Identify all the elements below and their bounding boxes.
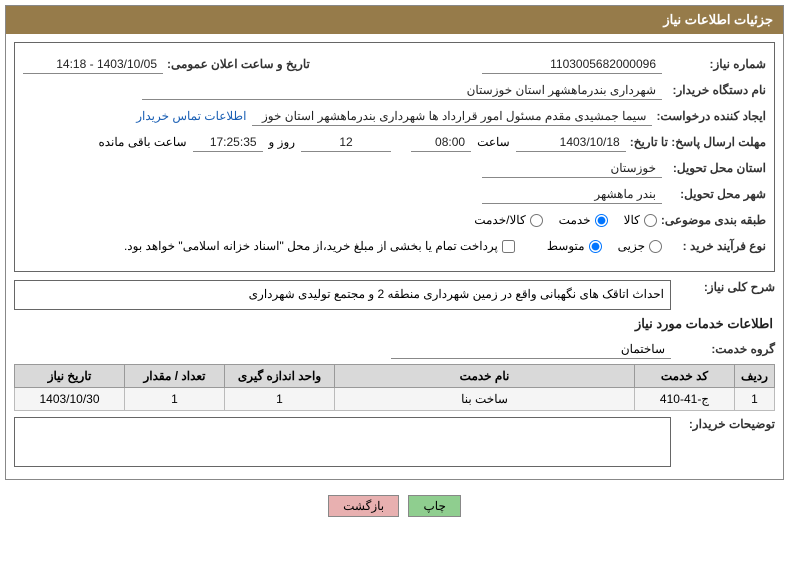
th-name: نام خدمت bbox=[335, 365, 635, 388]
cell-qty: 1 bbox=[125, 388, 225, 411]
contact-buyer-link[interactable]: اطلاعات تماس خریدار bbox=[136, 109, 246, 123]
announce-datetime-value: 1403/10/05 - 14:18 bbox=[23, 55, 163, 74]
description-box: احداث اتاقک های نگهبانی واقع در زمین شهر… bbox=[14, 280, 671, 310]
cell-code: ج-41-410 bbox=[635, 388, 735, 411]
radio-minor[interactable]: جزیی bbox=[618, 239, 662, 253]
remain-time-value: 17:25:35 bbox=[193, 133, 263, 152]
th-date: تاریخ نیاز bbox=[15, 365, 125, 388]
services-section-title: اطلاعات خدمات مورد نیاز bbox=[16, 316, 773, 332]
deadline-label: مهلت ارسال پاسخ: تا تاریخ: bbox=[630, 135, 766, 149]
radio-medium-input[interactable] bbox=[589, 240, 602, 253]
announce-datetime-label: تاریخ و ساعت اعلان عمومی: bbox=[167, 57, 310, 71]
category-radio-group: کالا خدمت کالا/خدمت bbox=[462, 213, 657, 227]
deadline-date-value: 1403/10/18 bbox=[516, 133, 626, 152]
radio-minor-input[interactable] bbox=[649, 240, 662, 253]
cell-row: 1 bbox=[735, 388, 775, 411]
buyer-org-value: شهرداری بندرماهشهر استان خوزستان bbox=[142, 81, 662, 100]
time-label: ساعت bbox=[477, 135, 510, 149]
payment-checkbox-row: پرداخت تمام یا بخشی از مبلغ خرید،از محل … bbox=[124, 239, 515, 253]
button-row: چاپ بازگشت bbox=[0, 485, 789, 522]
radio-goods-input[interactable] bbox=[644, 214, 657, 227]
buyer-org-label: نام دستگاه خریدار: bbox=[666, 83, 766, 97]
requester-label: ایجاد کننده درخواست: bbox=[656, 109, 766, 123]
th-qty: تعداد / مقدار bbox=[125, 365, 225, 388]
radio-goods-service-input[interactable] bbox=[530, 214, 543, 227]
back-button[interactable]: بازگشت bbox=[328, 495, 399, 517]
description-text: احداث اتاقک های نگهبانی واقع در زمین شهر… bbox=[249, 287, 664, 301]
radio-goods-service[interactable]: کالا/خدمت bbox=[474, 213, 542, 227]
remain-label: ساعت باقی مانده bbox=[98, 135, 186, 149]
cell-name: ساخت بنا bbox=[335, 388, 635, 411]
province-label: استان محل تحویل: bbox=[666, 161, 766, 175]
requester-value: سیما جمشیدی مقدم مسئول امور قرارداد ها ش… bbox=[252, 107, 652, 126]
buyer-notes-label: توضیحات خریدار: bbox=[675, 417, 775, 431]
th-unit: واحد اندازه گیری bbox=[225, 365, 335, 388]
radio-medium[interactable]: متوسط bbox=[547, 239, 602, 253]
city-value: بندر ماهشهر bbox=[482, 185, 662, 204]
print-button[interactable]: چاپ bbox=[408, 495, 460, 517]
days-value: 12 bbox=[301, 133, 391, 152]
service-group-value: ساختمان bbox=[391, 340, 671, 359]
category-label: طبقه بندی موضوعی: bbox=[661, 213, 766, 227]
table-row: 1 ج-41-410 ساخت بنا 1 1 1403/10/30 bbox=[15, 388, 775, 411]
deadline-time-value: 08:00 bbox=[411, 133, 471, 152]
radio-service-input[interactable] bbox=[595, 214, 608, 227]
details-panel: جزئیات اطلاعات نیاز شماره نیاز: 11030056… bbox=[5, 5, 784, 480]
payment-note: پرداخت تمام یا بخشی از مبلغ خرید،از محل … bbox=[124, 239, 498, 253]
th-row: ردیف bbox=[735, 365, 775, 388]
services-table: ردیف کد خدمت نام خدمت واحد اندازه گیری ت… bbox=[14, 364, 775, 411]
days-label: روز و bbox=[269, 135, 296, 149]
buyer-notes-textarea[interactable] bbox=[14, 417, 671, 467]
service-group-label: گروه خدمت: bbox=[675, 342, 775, 356]
process-radio-group: جزیی متوسط bbox=[535, 239, 662, 253]
radio-goods[interactable]: کالا bbox=[624, 213, 657, 227]
province-value: خوزستان bbox=[482, 159, 662, 178]
payment-checkbox[interactable] bbox=[502, 240, 515, 253]
th-code: کد خدمت bbox=[635, 365, 735, 388]
process-label: نوع فرآیند خرید : bbox=[666, 239, 766, 253]
need-number-label: شماره نیاز: bbox=[666, 57, 766, 71]
description-title: شرح کلی نیاز: bbox=[675, 280, 775, 294]
info-box: شماره نیاز: 1103005682000096 تاریخ و ساع… bbox=[14, 42, 775, 272]
cell-date: 1403/10/30 bbox=[15, 388, 125, 411]
panel-title: جزئیات اطلاعات نیاز bbox=[6, 6, 783, 34]
radio-service[interactable]: خدمت bbox=[559, 213, 608, 227]
need-number-value: 1103005682000096 bbox=[482, 55, 662, 74]
city-label: شهر محل تحویل: bbox=[666, 187, 766, 201]
cell-unit: 1 bbox=[225, 388, 335, 411]
